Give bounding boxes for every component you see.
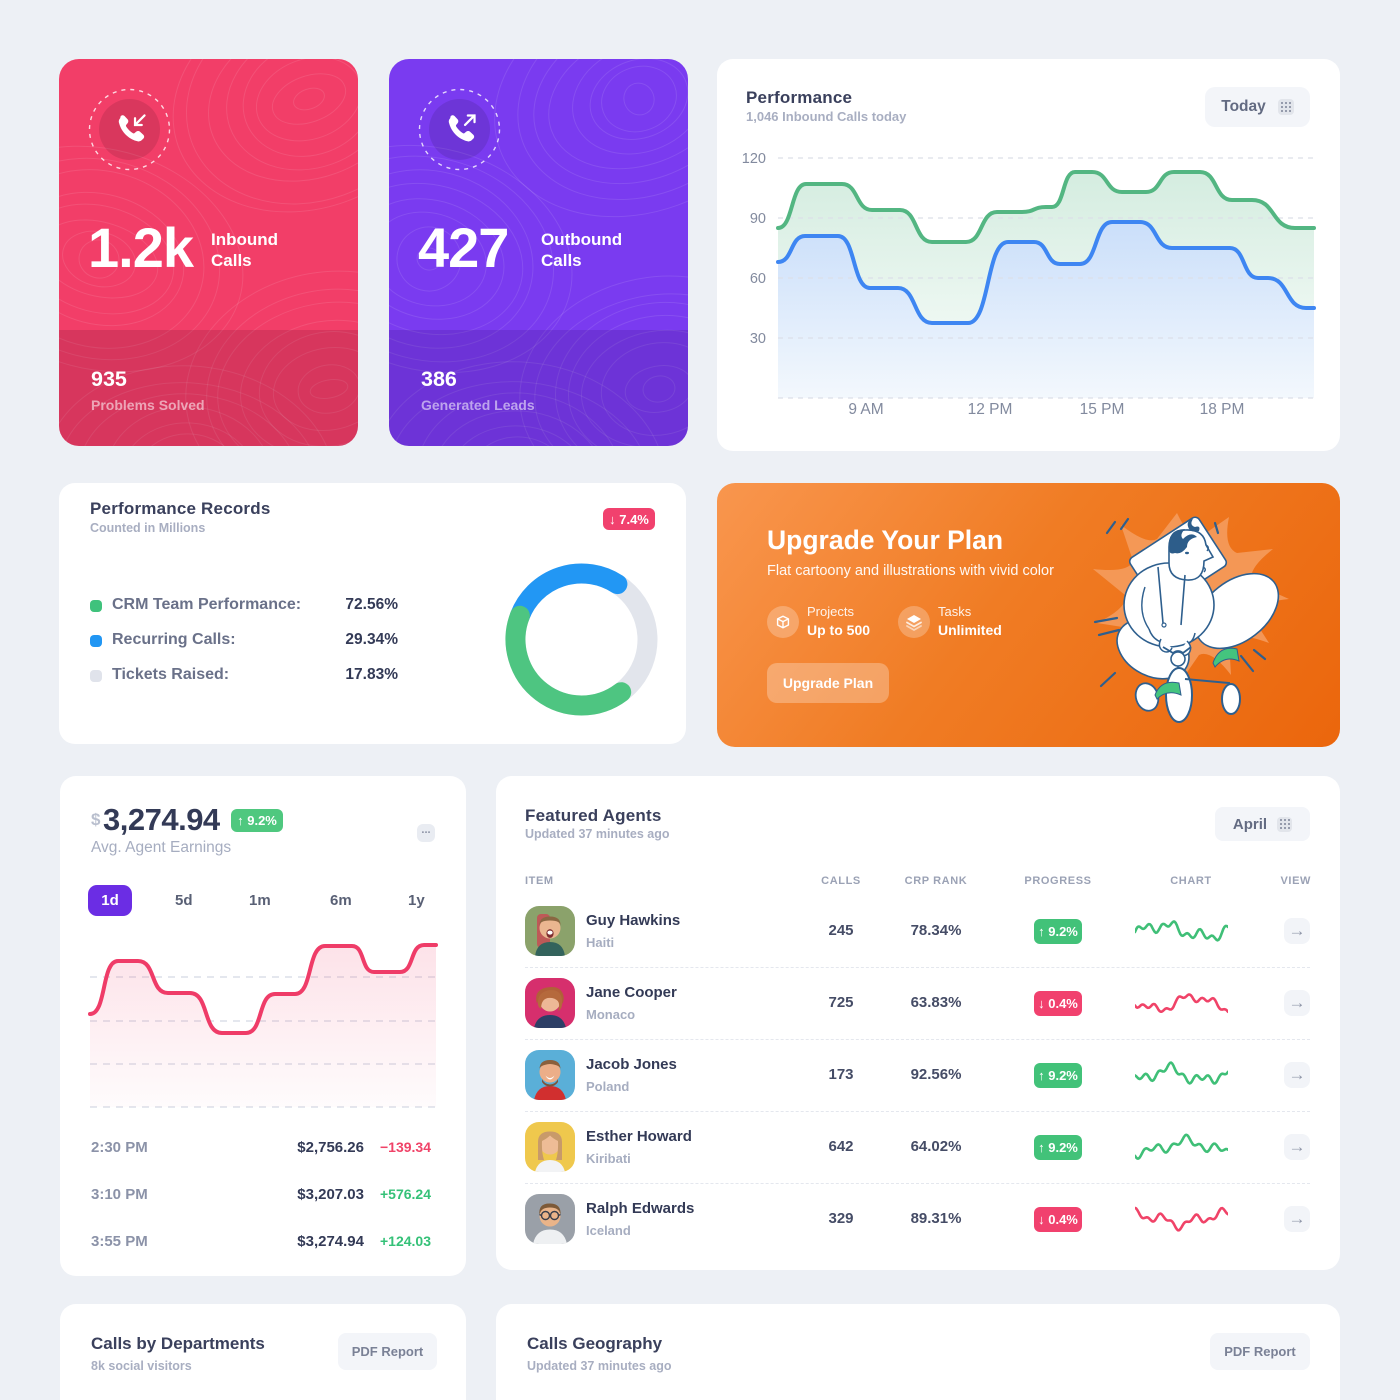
svg-text:30: 30 bbox=[750, 331, 766, 347]
svg-text:9 AM: 9 AM bbox=[848, 401, 883, 418]
svg-text:18 PM: 18 PM bbox=[1200, 401, 1245, 418]
svg-text:120: 120 bbox=[742, 151, 766, 167]
svg-text:15 PM: 15 PM bbox=[1080, 401, 1125, 418]
svg-text:60: 60 bbox=[750, 271, 766, 287]
svg-text:12 PM: 12 PM bbox=[968, 401, 1013, 418]
svg-text:90: 90 bbox=[750, 211, 766, 227]
